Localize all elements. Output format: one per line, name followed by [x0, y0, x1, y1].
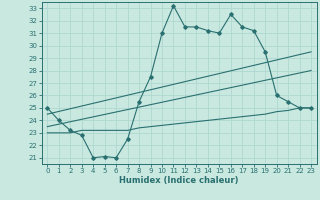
- X-axis label: Humidex (Indice chaleur): Humidex (Indice chaleur): [119, 176, 239, 185]
